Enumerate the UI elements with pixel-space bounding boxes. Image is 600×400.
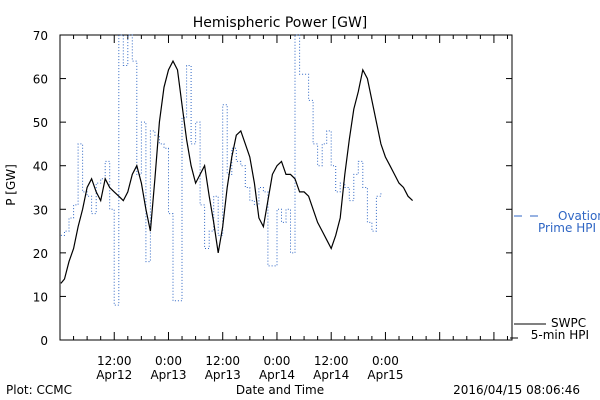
ovation-prime-series-line (60, 34, 382, 306)
y-tick-label: 60 (33, 73, 48, 87)
y-tick-label: 30 (33, 203, 48, 217)
y-tick-label: 70 (33, 29, 48, 43)
y-tick-label: 20 (33, 247, 48, 261)
chart-title: Hemispheric Power [GW] (193, 15, 368, 31)
y-axis-ticks: 0 10 20 30 40 50 60 70 (33, 29, 512, 348)
y-tick-label: 50 (33, 116, 48, 130)
y-tick-label: 40 (33, 160, 48, 174)
x-tick-label-date: Apr12 (96, 368, 132, 382)
swpc-series-line (60, 59, 414, 284)
x-tick-label-date: Apr14 (313, 368, 349, 382)
y-tick-label: 10 (33, 290, 48, 304)
x-tick-label-date: Apr14 (259, 368, 295, 382)
x-axis-ticks: 12:00Apr120:00Apr1312:00Apr130:00Apr1412… (73, 35, 508, 382)
legend-swpc-label-line2: 5-min HPI (531, 328, 589, 342)
x-axis-label: Date and Time (236, 383, 324, 397)
x-tick-label-date: Apr13 (205, 368, 241, 382)
x-tick-label-time: 0:00 (372, 354, 399, 368)
x-tick-label-time: 0:00 (263, 354, 290, 368)
legend-swpc-label-line1: SWPC (551, 316, 586, 330)
plot-credit: Plot: CCMC (6, 383, 72, 397)
y-axis-label: P [GW] (4, 164, 18, 206)
legend-ovation: Ovation Prime HPI (514, 209, 600, 235)
x-tick-label-time: 0:00 (155, 354, 182, 368)
legend-swpc: SWPC 5-min HPI (510, 316, 589, 342)
x-tick-label-time: 12:00 (205, 354, 240, 368)
plot-timestamp: 2016/04/15 08:06:46 (453, 383, 580, 397)
legend-ovation-label-line1: Ovation (558, 209, 600, 223)
x-tick-label-time: 12:00 (314, 354, 349, 368)
legend-ovation-label-line2: Prime HPI (538, 221, 596, 235)
plot-frame (59, 34, 513, 341)
y-tick-label: 0 (40, 334, 48, 348)
x-tick-label-time: 12:00 (97, 354, 132, 368)
x-tick-label-date: Apr13 (150, 368, 186, 382)
x-tick-label-date: Apr15 (367, 368, 403, 382)
